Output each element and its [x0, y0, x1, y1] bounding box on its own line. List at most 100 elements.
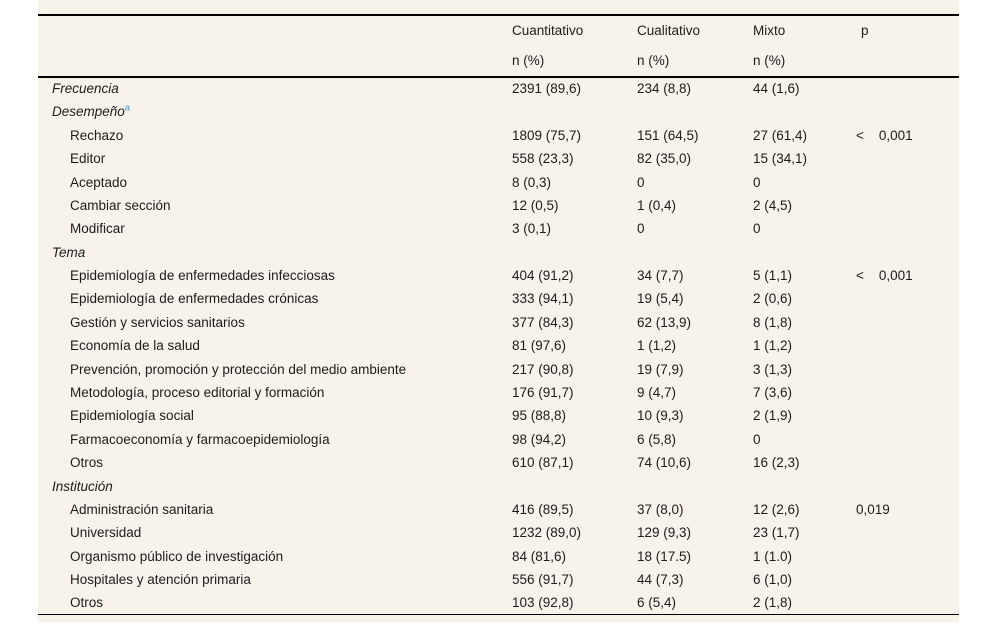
cell-mixto: 8 (1,8) [753, 314, 793, 330]
cell-mixto: 2 (1,8) [753, 595, 793, 611]
row-label-cell: Metodología, proceso editorial y formaci… [38, 381, 512, 404]
cell-p-value [856, 194, 959, 217]
cell-mixto: 6 (1,0) [753, 572, 793, 588]
cell-p-value [856, 288, 959, 311]
row-label-cell: Hospitales y atención primaria [38, 568, 512, 591]
table-row: Gestión y servicios sanitarios 377 (84,3… [38, 311, 959, 334]
row-label: Epidemiología de enfermedades crónicas [70, 291, 319, 307]
table-row: Farmacoeconomía y farmacoepidemiología 9… [38, 428, 959, 451]
cell-cualitativo: 0 [637, 221, 645, 237]
cell-mixto: 2 (0,6) [753, 291, 793, 307]
subheader-mixto: n (%) [753, 46, 856, 78]
cell-cualitativo: 1 (0,4) [637, 197, 677, 213]
cell-mixto [753, 475, 856, 498]
cell-mixto: 2 (4,5) [753, 197, 793, 213]
cell-cualitativo: 151 (64,5) [637, 127, 699, 143]
cell-cualitativo: 9 (4,7) [637, 385, 677, 401]
cell-cuantitativo: 217 (90,8) [512, 361, 574, 377]
table-row: Prevención, promoción y protección del m… [38, 358, 959, 381]
cell-cualitativo: 44 (7,3) [637, 572, 684, 588]
cell-cuantitativo: 8 (0,3) [512, 174, 552, 190]
row-label: Editor [70, 151, 106, 167]
cell-p-value [856, 147, 959, 170]
cell-p-value [856, 592, 959, 615]
row-label: Epidemiología de enfermedades infecciosa… [70, 268, 335, 284]
header-empty-cell [38, 15, 512, 46]
cell-cualitativo [637, 100, 753, 123]
cell-cualitativo: 0 [637, 174, 645, 190]
cell-cuantitativo: 416 (89,5) [512, 501, 574, 517]
cell-cuantitativo [512, 100, 637, 123]
footnote-marker-link[interactable]: a [124, 102, 131, 114]
cell-p-value [856, 358, 959, 381]
cell-mixto: 5 (1,1) [753, 268, 793, 284]
cell-cuantitativo: 84 (81,6) [512, 548, 567, 564]
stats-table: Cuantitativo Cualitativo Mixto p n (%) n… [38, 14, 959, 616]
row-label-cell: Frecuencia [38, 77, 512, 100]
subheader-cuantitativo: n (%) [512, 46, 637, 78]
column-header-p: p [861, 23, 869, 39]
subheader-cualitativo: n (%) [637, 46, 753, 78]
cell-cuantitativo: 404 (91,2) [512, 268, 574, 284]
table-row: Epidemiología social 95 (88,8) 10 (9,3) … [38, 404, 959, 427]
cell-p-value [856, 171, 959, 194]
cell-cualitativo: 129 (9,3) [637, 525, 692, 541]
row-label: Administración sanitaria [70, 501, 214, 517]
cell-cuantitativo [512, 475, 637, 498]
cell-mixto: 27 (61,4) [753, 127, 808, 143]
cell-cualitativo [637, 241, 753, 264]
row-label: Tema [52, 244, 86, 260]
subheader-empty-cell [38, 46, 512, 78]
table-row: Organismo público de investigación 84 (8… [38, 545, 959, 568]
subheader-p [856, 46, 959, 78]
table-header: Cuantitativo Cualitativo Mixto p n (%) n… [38, 15, 959, 78]
row-label: Aceptado [70, 174, 128, 190]
row-label-cell: Editor [38, 147, 512, 170]
table-row: Desempeñoa [38, 100, 959, 123]
row-label-cell: Institución [38, 475, 512, 498]
cell-mixto: 0 [753, 431, 761, 447]
cell-p-value [856, 545, 959, 568]
row-label-cell: Prevención, promoción y protección del m… [38, 358, 512, 381]
table-row: Epidemiología de enfermedades infecciosa… [38, 264, 959, 287]
table-row: Epidemiología de enfermedades crónicas 3… [38, 288, 959, 311]
cell-cuantitativo: 377 (84,3) [512, 314, 574, 330]
cell-cualitativo [637, 475, 753, 498]
cell-mixto: 1 (1,2) [753, 338, 793, 354]
table-row: Editor 558 (23,3) 82 (35,0) 15 (34,1) [38, 147, 959, 170]
cell-cualitativo: 37 (8,0) [637, 501, 684, 517]
table-row: Otros 103 (92,8) 6 (5,4) 2 (1,8) [38, 592, 959, 615]
cell-cualitativo: 62 (13,9) [637, 314, 692, 330]
row-label: Otros [70, 455, 104, 471]
cell-cuantitativo: 3 (0,1) [512, 221, 552, 237]
cell-p-value [856, 334, 959, 357]
row-label-cell: Cambiar sección [38, 194, 512, 217]
cell-mixto: 3 (1,3) [753, 361, 793, 377]
row-label: Farmacoeconomía y farmacoepidemiología [70, 431, 330, 447]
table-row: Aceptado 8 (0,3) 0 0 [38, 171, 959, 194]
cell-mixto: 12 (2,6) [753, 501, 800, 517]
cell-p-value [856, 568, 959, 591]
column-header-cualitativo: Cualitativo [637, 23, 701, 39]
cell-p-value [856, 311, 959, 334]
row-label: Cambiar sección [70, 197, 171, 213]
cell-cuantitativo: 176 (91,7) [512, 385, 574, 401]
row-label: Metodología, proceso editorial y formaci… [70, 385, 325, 401]
row-label: Organismo público de investigación [70, 548, 284, 564]
cell-cuantitativo: 558 (23,3) [512, 151, 574, 167]
row-label-cell: Otros [38, 451, 512, 474]
table-row: Economía de la salud 81 (97,6) 1 (1,2) 1… [38, 334, 959, 357]
cell-mixto: 23 (1,7) [753, 525, 800, 541]
cell-p-value [856, 77, 959, 100]
cell-cuantitativo: 95 (88,8) [512, 408, 567, 424]
row-label: Epidemiología social [70, 408, 194, 424]
cell-p-value [856, 521, 959, 544]
cell-p-value [856, 100, 959, 123]
row-label-cell: Farmacoeconomía y farmacoepidemiología [38, 428, 512, 451]
cell-p-value [856, 241, 959, 264]
cell-cualitativo: 34 (7,7) [637, 268, 684, 284]
row-label-cell: Tema [38, 241, 512, 264]
row-label-cell: Administración sanitaria [38, 498, 512, 521]
cell-cuantitativo: 2391 (89,6) [512, 81, 582, 97]
row-label-cell: Economía de la salud [38, 334, 512, 357]
